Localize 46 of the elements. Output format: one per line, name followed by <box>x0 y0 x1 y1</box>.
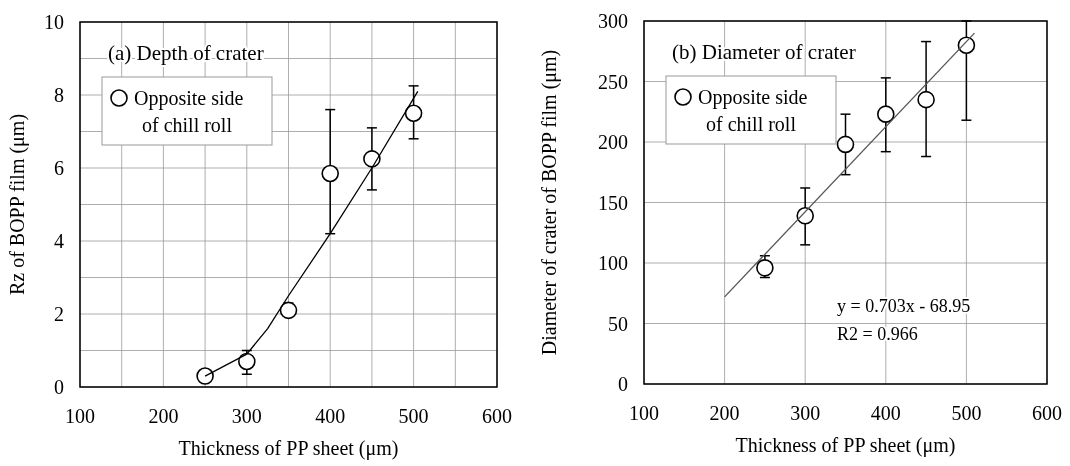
text: (a) Depth of crater <box>108 41 264 65</box>
legend-label: Opposite side of chill roll <box>698 86 808 135</box>
y-tick-label: 50 <box>608 312 628 335</box>
annotation: R2 = 0.966 <box>837 324 918 344</box>
x-tick-label: 300 <box>790 402 821 424</box>
y-axis-title: Diameter of crater of BOPP film (μm) <box>538 49 561 356</box>
x-tick-label: 200 <box>148 405 179 427</box>
x-tick-label: 300 <box>231 405 262 427</box>
x-tick-label: 600 <box>482 405 512 427</box>
x-tick-label: 200 <box>709 402 740 424</box>
y-tick-label: 6 <box>54 157 64 179</box>
y-tick-label: 10 <box>44 11 64 33</box>
point <box>836 135 855 154</box>
y-tick-label: 0 <box>618 373 628 395</box>
point <box>917 90 935 109</box>
point <box>238 352 256 371</box>
point <box>957 36 976 54</box>
x-tick-label: 600 <box>1032 402 1062 424</box>
point <box>279 301 298 320</box>
y-tick-label: 200 <box>598 131 628 153</box>
y-tick-label: 100 <box>598 252 628 274</box>
x-tick-label: 400 <box>870 402 901 424</box>
x-tick-label: 400 <box>315 405 346 427</box>
y-tick-label: 0 <box>54 376 64 398</box>
point <box>877 105 895 123</box>
y-tick-label: 2 <box>54 303 64 325</box>
y-axis-title: Rz of BOPP film (μm) <box>6 113 29 296</box>
y-tick-label: 150 <box>598 191 628 214</box>
y-tick-label: 8 <box>54 84 64 106</box>
x-axis-title: Thickness of PP sheet (μm) <box>178 437 399 460</box>
y-tick-label: 4 <box>54 230 64 252</box>
point <box>321 164 339 183</box>
point <box>363 150 381 168</box>
y-tick-label: 300 <box>598 10 628 32</box>
point <box>404 104 423 123</box>
legend-label: Opposite side of chill roll <box>134 87 244 136</box>
annotation: y = 0.703x - 68.95 <box>837 296 971 316</box>
text: (b) Diameter of crater <box>672 40 856 64</box>
x-tick-label: 500 <box>951 402 982 424</box>
point <box>796 207 814 225</box>
point <box>756 259 774 277</box>
x-axis-title: Thickness of PP sheet (μm) <box>735 434 956 457</box>
x-tick-label: 500 <box>398 405 429 427</box>
point <box>196 367 214 385</box>
x-tick-label: 100 <box>629 402 659 424</box>
y-tick-label: 250 <box>598 70 628 93</box>
